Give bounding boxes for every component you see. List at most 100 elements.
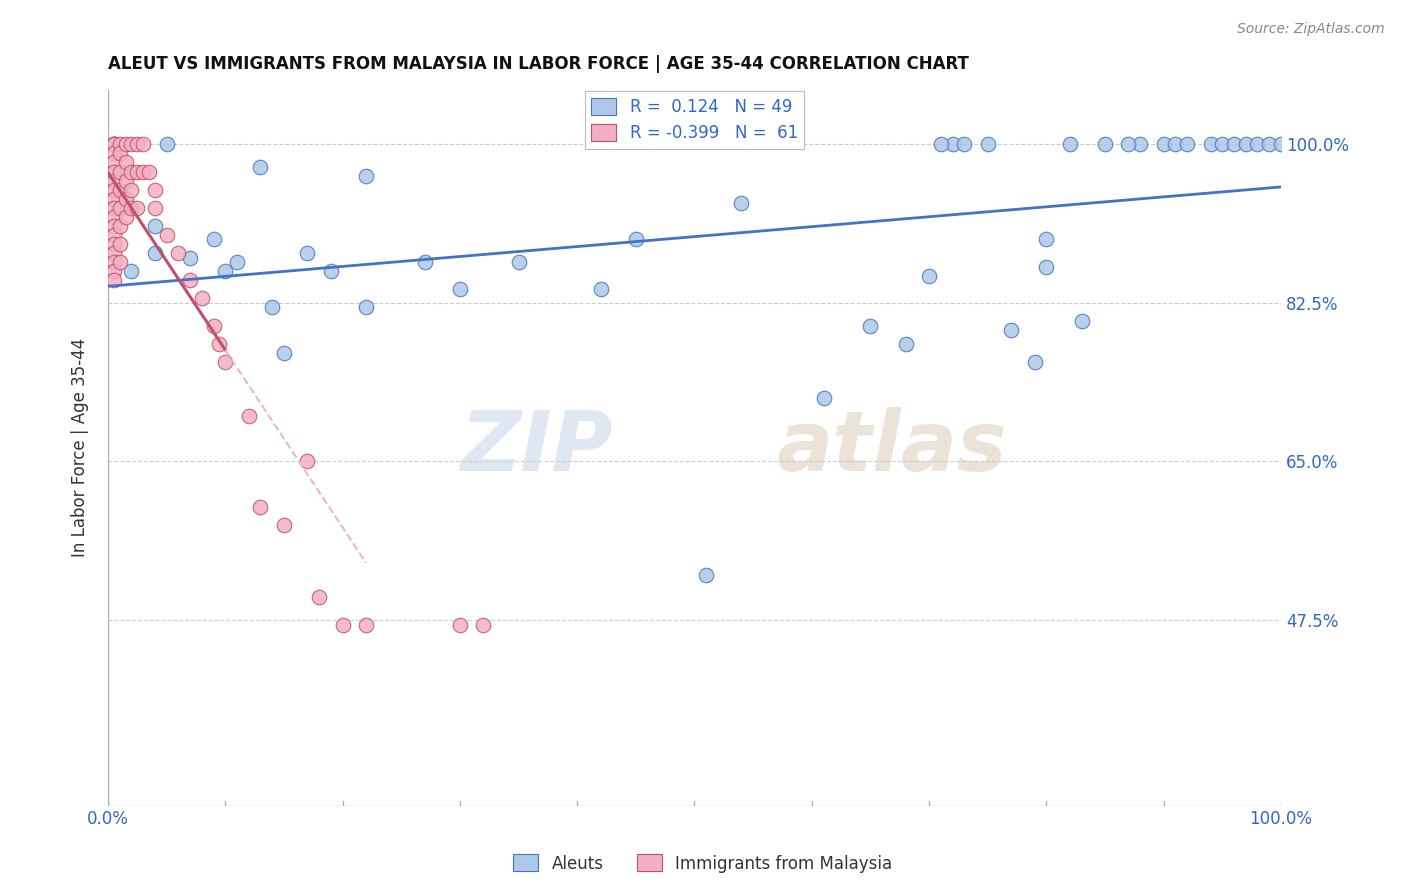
Point bbox=[273, 345, 295, 359]
Point bbox=[1270, 137, 1292, 152]
Point bbox=[114, 210, 136, 224]
Y-axis label: In Labor Force | Age 35-44: In Labor Force | Age 35-44 bbox=[72, 338, 89, 558]
Text: ZIP: ZIP bbox=[460, 408, 613, 489]
Point bbox=[179, 273, 201, 287]
Point bbox=[202, 232, 225, 246]
Point bbox=[103, 183, 125, 197]
Text: ALEUT VS IMMIGRANTS FROM MALAYSIA IN LABOR FORCE | AGE 35-44 CORRELATION CHART: ALEUT VS IMMIGRANTS FROM MALAYSIA IN LAB… bbox=[108, 55, 969, 73]
Point bbox=[103, 137, 125, 152]
Point bbox=[108, 201, 131, 215]
Legend: R =  0.124   N = 49, R = -0.399   N =  61: R = 0.124 N = 49, R = -0.399 N = 61 bbox=[585, 91, 804, 149]
Point bbox=[114, 137, 136, 152]
Point bbox=[1129, 137, 1152, 152]
Point bbox=[214, 264, 236, 278]
Point bbox=[202, 318, 225, 333]
Point bbox=[103, 146, 125, 161]
Point bbox=[103, 264, 125, 278]
Point bbox=[589, 282, 612, 296]
Point bbox=[103, 210, 125, 224]
Point bbox=[114, 192, 136, 206]
Point bbox=[114, 173, 136, 187]
Point bbox=[1234, 137, 1257, 152]
Point bbox=[103, 246, 125, 260]
Point bbox=[120, 183, 142, 197]
Point bbox=[249, 500, 271, 514]
Point bbox=[108, 137, 131, 152]
Point bbox=[127, 137, 149, 152]
Point bbox=[1024, 355, 1046, 369]
Point bbox=[103, 255, 125, 269]
Point bbox=[108, 146, 131, 161]
Point bbox=[1153, 137, 1175, 152]
Point bbox=[297, 246, 319, 260]
Point bbox=[108, 219, 131, 233]
Point bbox=[308, 591, 330, 605]
Point bbox=[143, 219, 166, 233]
Point bbox=[226, 255, 249, 269]
Point bbox=[624, 232, 647, 246]
Point bbox=[1223, 137, 1246, 152]
Point bbox=[120, 137, 142, 152]
Point bbox=[508, 255, 530, 269]
Point bbox=[191, 291, 214, 305]
Point bbox=[413, 255, 436, 269]
Point bbox=[332, 617, 354, 632]
Point bbox=[249, 160, 271, 174]
Point bbox=[103, 237, 125, 252]
Point bbox=[103, 192, 125, 206]
Point bbox=[1118, 137, 1140, 152]
Point bbox=[929, 137, 952, 152]
Point bbox=[114, 155, 136, 169]
Point bbox=[132, 137, 155, 152]
Point bbox=[103, 155, 125, 169]
Text: Source: ZipAtlas.com: Source: ZipAtlas.com bbox=[1237, 22, 1385, 37]
Point bbox=[167, 246, 190, 260]
Point bbox=[120, 264, 142, 278]
Point bbox=[214, 355, 236, 369]
Point bbox=[297, 454, 319, 468]
Point bbox=[1175, 137, 1198, 152]
Point bbox=[103, 164, 125, 178]
Point bbox=[132, 164, 155, 178]
Point bbox=[127, 201, 149, 215]
Point bbox=[449, 282, 471, 296]
Point bbox=[354, 169, 377, 183]
Point bbox=[953, 137, 976, 152]
Point bbox=[143, 183, 166, 197]
Point bbox=[120, 164, 142, 178]
Point bbox=[108, 237, 131, 252]
Point bbox=[108, 164, 131, 178]
Point bbox=[319, 264, 342, 278]
Point bbox=[273, 517, 295, 532]
Text: atlas: atlas bbox=[776, 408, 1007, 489]
Point bbox=[138, 164, 160, 178]
Point bbox=[108, 183, 131, 197]
Point bbox=[1094, 137, 1116, 152]
Point bbox=[1035, 232, 1057, 246]
Point bbox=[103, 137, 125, 152]
Point bbox=[143, 201, 166, 215]
Point bbox=[859, 318, 882, 333]
Point bbox=[894, 336, 917, 351]
Point bbox=[1059, 137, 1081, 152]
Point bbox=[695, 567, 717, 582]
Point bbox=[103, 137, 125, 152]
Point bbox=[103, 201, 125, 215]
Point bbox=[1211, 137, 1233, 152]
Point bbox=[108, 255, 131, 269]
Point bbox=[941, 137, 963, 152]
Point bbox=[103, 273, 125, 287]
Point bbox=[103, 137, 125, 152]
Point bbox=[262, 301, 284, 315]
Point bbox=[127, 164, 149, 178]
Point bbox=[354, 301, 377, 315]
Point bbox=[1246, 137, 1268, 152]
Point bbox=[103, 227, 125, 242]
Point bbox=[449, 617, 471, 632]
Point bbox=[143, 246, 166, 260]
Point bbox=[1000, 323, 1022, 337]
Point bbox=[1070, 314, 1092, 328]
Point bbox=[1035, 260, 1057, 274]
Point bbox=[179, 251, 201, 265]
Point bbox=[918, 268, 941, 283]
